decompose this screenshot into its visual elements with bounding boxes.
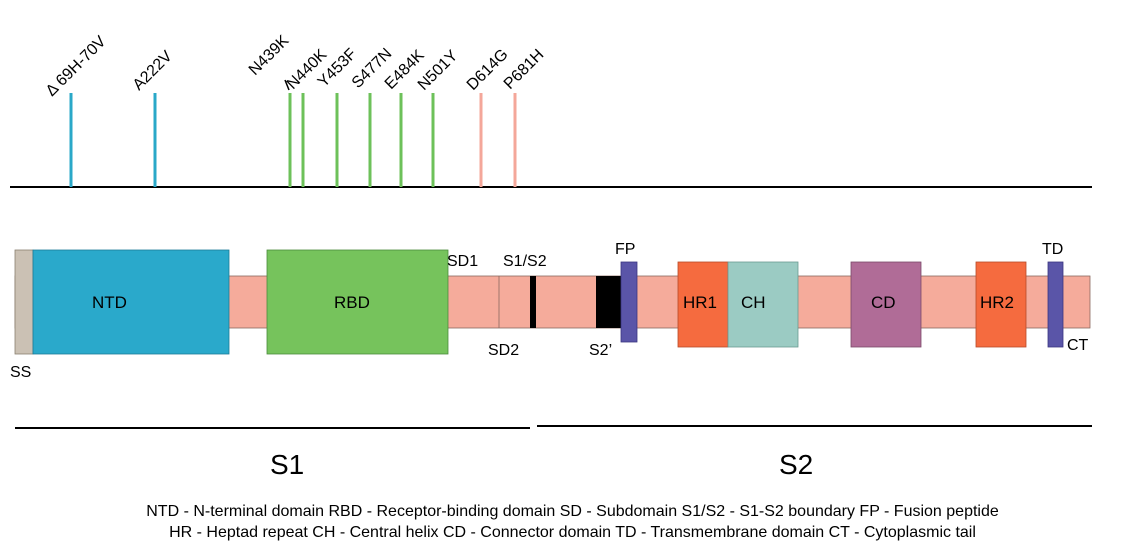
legend-line-2: HR - Heptad repeat CH - Central helix CD… — [169, 524, 976, 541]
legend-line-1: NTD - N-terminal domain RBD - Receptor-b… — [146, 503, 999, 520]
domain-rbd — [266, 249, 449, 355]
label-ss: SS — [10, 364, 31, 381]
domain-hr2 — [975, 261, 1027, 348]
mutation-label-p681h: P681H — [501, 46, 548, 93]
mutation-label-n439k: N439K — [246, 32, 293, 79]
mutation-label-d614g: D614G — [464, 46, 512, 94]
label-fp: FP — [615, 241, 635, 258]
domain-s2prime — [596, 276, 621, 328]
label-rbd: RBD — [334, 293, 370, 312]
domain-fp — [620, 261, 638, 343]
label-sd1: SD1 — [447, 253, 478, 270]
domain-s1s2-boundary — [530, 276, 536, 328]
label-ntd: NTD — [92, 293, 127, 312]
label-s1: S1 — [270, 449, 304, 480]
label-ch: CH — [741, 293, 766, 312]
n439k-label-connector — [284, 79, 290, 91]
domain-ntd — [32, 249, 230, 355]
mutation-label-69h-70v: Δ 69H-70V — [43, 33, 110, 100]
label-cd: CD — [871, 293, 896, 312]
label-s2prime: S2’ — [589, 342, 612, 359]
domain-ss — [14, 249, 34, 355]
mutation-markers: Δ 69H-70V A222V N439K N440K Y453F S477N … — [43, 32, 548, 187]
label-sd2: SD2 — [488, 342, 519, 359]
label-ct: CT — [1067, 337, 1089, 354]
domain-ch — [727, 261, 799, 348]
label-hr1: HR1 — [683, 293, 717, 312]
label-hr2: HR2 — [980, 293, 1014, 312]
domain-hr1 — [677, 261, 729, 348]
label-s2: S2 — [779, 449, 813, 480]
domain-td — [1047, 261, 1064, 348]
label-s1s2: S1/S2 — [503, 253, 547, 270]
label-td: TD — [1042, 241, 1063, 258]
domain-cd — [850, 261, 922, 348]
mutation-label-a222v: A222V — [130, 48, 176, 94]
